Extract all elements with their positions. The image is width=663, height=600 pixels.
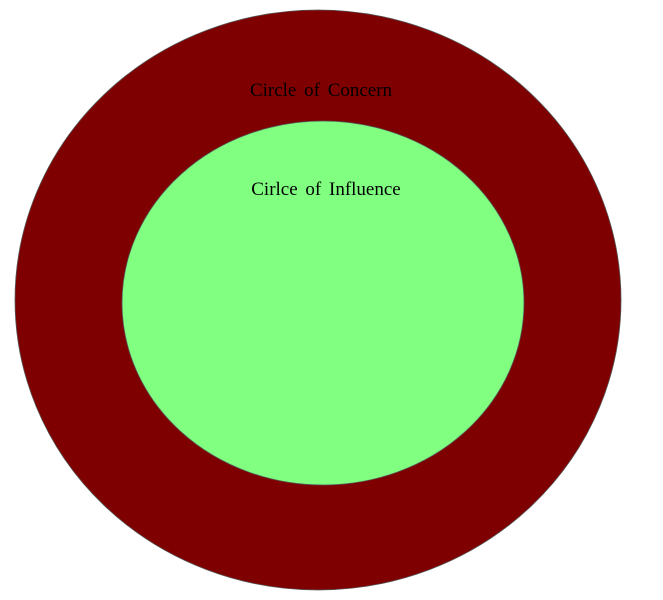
circle-of-concern-label: Circle of Concern xyxy=(250,80,393,101)
circle-of-influence xyxy=(121,120,525,486)
circle-of-influence-label: Cirlce of Influence xyxy=(251,179,400,200)
